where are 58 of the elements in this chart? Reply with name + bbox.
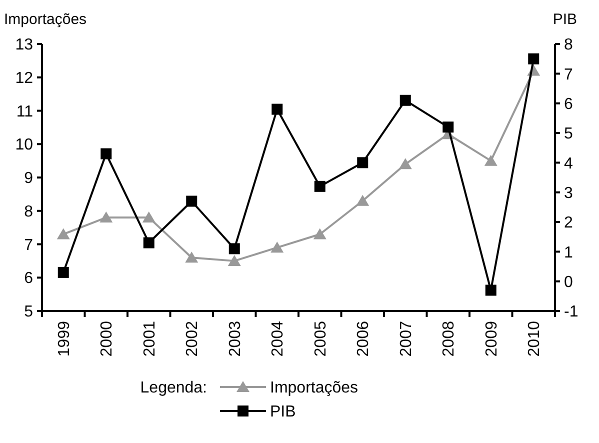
y2-tick-label: 8	[564, 36, 573, 54]
y2-tick-label: 3	[564, 184, 573, 202]
y-tick-label: 12	[15, 70, 34, 87]
y2-tick-label: 4	[564, 155, 573, 172]
point	[442, 122, 454, 133]
y2-axis-title: PIB	[552, 11, 577, 28]
point	[313, 228, 326, 240]
legend-label: Importações	[270, 380, 358, 397]
x-tick-label: 2004	[270, 320, 287, 357]
y2-tick-label: 6	[564, 96, 573, 113]
point	[56, 228, 70, 240]
point	[398, 158, 412, 170]
x-tick-label: 2008	[440, 320, 458, 357]
point	[186, 196, 198, 207]
y-tick-label: 8	[24, 203, 34, 220]
x-tick-label: 1999	[56, 320, 73, 357]
y2-tick-label: 5	[564, 126, 573, 143]
x-tick-label: 2009	[483, 320, 500, 357]
y-tick-label: 10	[15, 136, 34, 154]
point	[400, 94, 411, 106]
point	[185, 252, 198, 263]
y-tick-label: 9	[24, 170, 34, 188]
point	[100, 212, 113, 223]
x-tick-label: 2010	[526, 320, 544, 357]
point	[228, 254, 241, 266]
y-tick-label: 6	[24, 270, 34, 288]
x-tick-label: 2003	[226, 320, 244, 357]
point	[272, 104, 283, 115]
x-tick-label: 2007	[398, 320, 415, 357]
y2-tick-label: 0	[564, 274, 573, 291]
y2-tick-label: -1	[564, 304, 578, 321]
point	[100, 148, 112, 160]
point	[485, 284, 496, 296]
y2-tick-label: 7	[564, 66, 573, 84]
point	[356, 194, 370, 206]
y-tick-label: 7	[24, 236, 34, 254]
y-tick-label: 5	[24, 304, 34, 321]
point	[142, 212, 156, 223]
point	[314, 180, 326, 192]
point	[528, 53, 540, 64]
y-tick-label: 13	[15, 36, 34, 54]
x-tick-label: 2006	[355, 320, 372, 357]
y-axis-title: Importações	[4, 11, 87, 28]
point	[357, 157, 368, 168]
x-tick-label: 2002	[184, 320, 202, 357]
legend-label: PIB	[270, 404, 296, 421]
point	[228, 243, 240, 254]
legend-title: Legenda:	[140, 380, 207, 397]
x-tick-label: 2005	[312, 320, 330, 357]
x-tick-label: 2001	[141, 320, 158, 357]
point	[484, 154, 498, 166]
y2-tick-label: 1	[564, 244, 573, 262]
point	[58, 266, 69, 278]
point	[143, 237, 154, 248]
x-tick-label: 2000	[98, 320, 116, 357]
y2-tick-label: 2	[564, 214, 573, 232]
y-tick-label: 11	[16, 103, 34, 120]
point	[270, 242, 284, 253]
